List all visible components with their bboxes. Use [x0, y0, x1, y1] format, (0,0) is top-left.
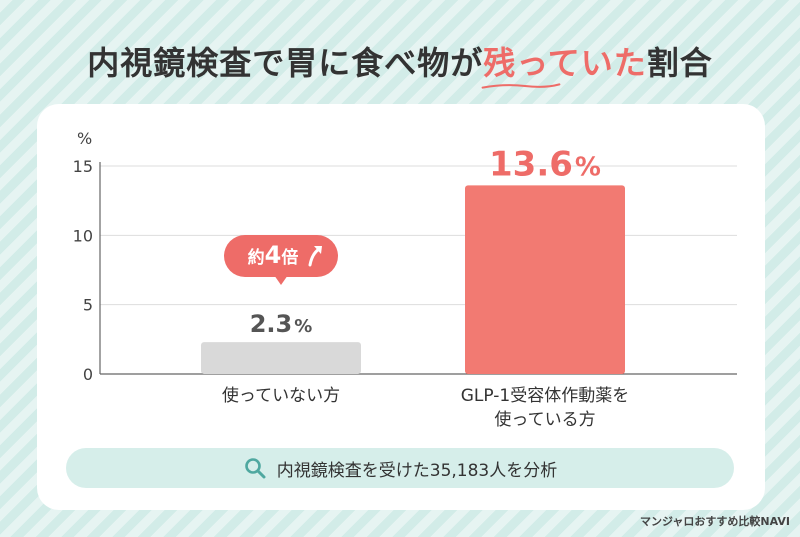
bar-chart: 0 5 10 15% 2.3 % 使っていない方 13.6% GLP-1受容体作動薬を使っている… — [73, 129, 737, 430]
annotation-pointer — [274, 275, 288, 285]
y-axis-unit: % — [77, 129, 92, 148]
footnote-banner: 内視鏡検査を受けた35,183人を分析 — [66, 448, 734, 488]
annotation-label: 約4倍 — [248, 241, 299, 269]
y-tick-label: 15 — [73, 157, 93, 176]
y-tick-label: 0 — [83, 365, 93, 384]
y-tick-label: 10 — [73, 226, 93, 245]
arrow-up-icon-head — [314, 246, 322, 254]
title-trail: 割合 — [646, 44, 713, 82]
credit-text: マンジャロおすすめ比較NAVI — [639, 515, 790, 528]
title-underline — [481, 83, 561, 89]
title-highlight-text: 残っていた — [483, 44, 647, 82]
title-lead: 内視鏡検査で胃に食べ物が — [87, 44, 484, 82]
x-tick-label: 使っている方 — [494, 409, 595, 430]
chart-title: 内視鏡検査で胃に食べ物が残っていた 割合 — [0, 38, 800, 89]
y-tick-label: 5 — [83, 296, 93, 315]
footnote-text: 内視鏡検査を受けた35,183人を分析 — [276, 460, 558, 481]
chart-card: 0 5 10 15% 2.3% 使っていない方 13.6% GLP-1受容体作動薬を 使っている… — [37, 104, 765, 510]
bar — [201, 342, 361, 374]
x-tick-label: 使っていない方 — [222, 385, 340, 406]
search-icon — [244, 458, 266, 479]
title-highlight: 残っていた — [481, 44, 647, 89]
data-label: 13.6% — [489, 144, 601, 184]
data-label: 2.3% — [250, 310, 313, 338]
bar — [465, 185, 625, 374]
annotation-bubble — [224, 235, 338, 277]
x-tick-label: GLP-1受容体作動薬を — [461, 386, 629, 406]
